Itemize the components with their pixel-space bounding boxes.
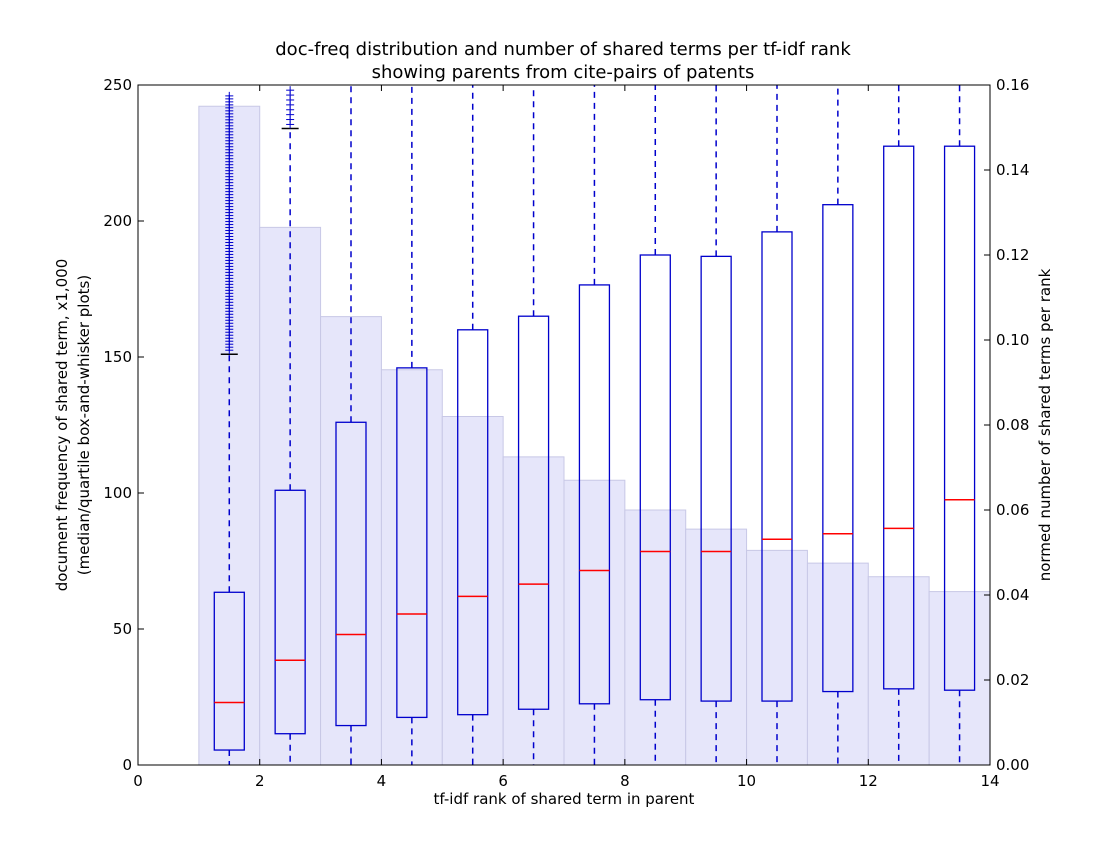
box-rank-9: [700, 85, 732, 765]
y-right-tick-label: 0.04: [996, 586, 1029, 604]
box-iqr: [335, 421, 367, 727]
y-tick-label: 50: [113, 620, 132, 638]
box-iqr: [700, 255, 732, 702]
x-axis: 0 2 4 6 8 10 12 14: [133, 85, 1000, 790]
box-iqr: [517, 315, 550, 710]
box-iqr: [761, 231, 793, 702]
outliers: [286, 86, 295, 129]
bar-rank-4: [380, 369, 443, 766]
x-tick-label: 0: [133, 772, 143, 790]
y-tick-label: 0: [122, 756, 132, 774]
box-rank-13: [943, 85, 976, 765]
box-iqr: [822, 204, 854, 693]
boxes-layer: [213, 85, 976, 765]
bar-rank-6: [502, 456, 565, 766]
box-rank-3: [335, 85, 367, 765]
y-tick-label: 250: [103, 76, 132, 94]
y-right-tick-label: 0.00: [996, 756, 1029, 774]
chart-title-line-1: doc-freq distribution and number of shar…: [275, 39, 851, 60]
box-iqr: [213, 591, 245, 751]
x-tick-label: 4: [377, 772, 387, 790]
y-axis-right: 0.00 0.02 0.04 0.06 0.08 0.10 0.12 0.14 0.16: [984, 76, 1029, 774]
y-tick-label: 100: [103, 484, 132, 502]
x-tick-label: 14: [980, 772, 999, 790]
box-rank-12: [883, 85, 915, 765]
box-rank-4: [396, 85, 428, 765]
y-axis-label-line-1: document frequency of shared term, x1,00…: [53, 259, 71, 592]
x-axis-label: tf-idf rank of shared term in parent: [434, 790, 695, 808]
box-iqr: [578, 284, 611, 705]
bar-rank-2: [259, 226, 322, 766]
box-rank-11: [822, 85, 854, 765]
box-iqr: [396, 367, 428, 719]
x-tick-label: 2: [255, 772, 265, 790]
x-tick-label: 6: [498, 772, 508, 790]
x-tick-label: 10: [737, 772, 756, 790]
bar-rank-11: [806, 562, 869, 766]
box-rank-6: [517, 85, 550, 765]
y-right-tick-label: 0.14: [996, 161, 1029, 179]
box-iqr: [639, 254, 671, 701]
box-rank-8: [639, 85, 671, 765]
y-axis-left: 0 50 100 150 200 250: [103, 76, 144, 774]
y-right-tick-label: 0.06: [996, 501, 1029, 519]
y-tick-label: 150: [103, 348, 132, 366]
x-tick-label: 12: [859, 772, 878, 790]
y-right-tick-label: 0.02: [996, 671, 1029, 689]
bar-rank-3: [320, 316, 382, 766]
bar-rank-9: [685, 528, 748, 766]
y-right-tick-label: 0.12: [996, 246, 1029, 264]
bar-rank-7: [563, 479, 626, 766]
y-axis-right-label: normed number of shared terms per rank: [1036, 268, 1054, 581]
box-rank-5: [457, 85, 489, 765]
box-rank-7: [578, 85, 611, 765]
box-iqr: [274, 489, 306, 735]
box-iqr: [943, 145, 976, 691]
box-iqr: [883, 145, 915, 690]
box-rank-10: [761, 85, 793, 765]
box-iqr: [457, 329, 489, 716]
y-right-tick-label: 0.08: [996, 416, 1029, 434]
chart-title-line-2: showing parents from cite-pairs of paten…: [372, 62, 755, 83]
box-rank-2: [274, 86, 306, 765]
y-tick-label: 200: [103, 212, 132, 230]
outliers: [225, 91, 234, 355]
y-right-tick-label: 0.16: [996, 76, 1029, 94]
bar-rank-5: [441, 416, 504, 766]
bars-layer: [198, 105, 991, 766]
y-right-tick-label: 0.10: [996, 331, 1029, 349]
x-tick-label: 8: [620, 772, 630, 790]
y-axis-label-line-2: (median/quartile box-and-whisker plots): [75, 275, 93, 575]
bar-rank-10: [746, 549, 808, 766]
box-rank-1: [213, 91, 245, 765]
